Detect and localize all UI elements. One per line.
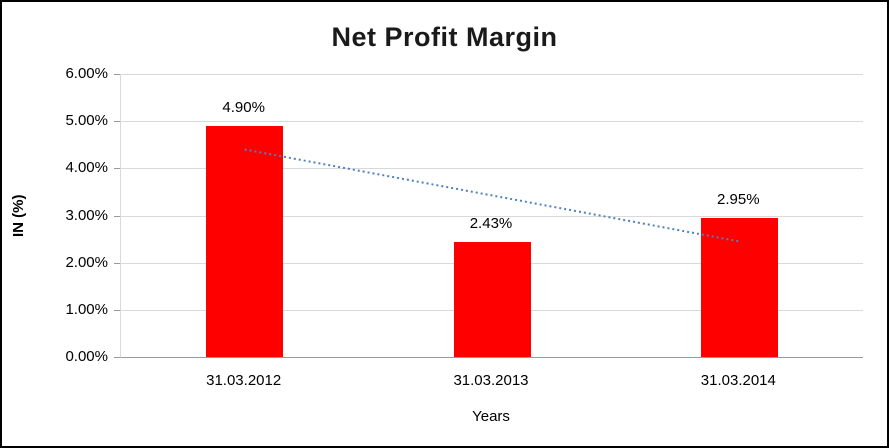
gridline [121, 168, 863, 170]
chart-title: Net Profit Margin [331, 22, 558, 52]
bar-31.03.2014 [700, 217, 778, 357]
y-axis-tick-label: 3.00% [65, 206, 108, 224]
x-axis-tick-label: 31.03.2014 [700, 372, 776, 389]
trendline [244, 148, 740, 243]
y-axis-tick-label: 2.00% [65, 253, 108, 271]
gridline [121, 215, 863, 217]
bar-value-label: 2.95% [717, 190, 760, 208]
y-axis-title: IN (%) [10, 194, 27, 237]
x-axis-tick-label: 31.03.2012 [206, 372, 282, 389]
y-axis-tick-mark [114, 309, 120, 311]
x-axis-title: Years [472, 408, 510, 425]
y-axis-tick-label: 0.00% [65, 348, 108, 365]
y-axis-tick-label: 4.00% [65, 159, 108, 177]
y-axis-tick-label: 5.00% [65, 112, 108, 130]
plot-area [120, 74, 863, 358]
gridline [121, 74, 863, 75]
y-axis-tick-mark [114, 262, 120, 264]
x-axis-tick-label: 31.03.2013 [453, 372, 529, 389]
y-axis-tick-label: 6.00% [65, 65, 108, 82]
bar-31.03.2013 [453, 242, 531, 357]
bar-value-label: 4.90% [222, 98, 265, 116]
y-axis-tick-label: 1.00% [65, 300, 108, 318]
y-axis-tick-mark [114, 215, 120, 217]
y-axis-tick-mark [114, 74, 120, 75]
y-axis-tick-mark [114, 357, 120, 358]
bar-31.03.2012 [206, 125, 284, 357]
bar-value-label: 2.43% [469, 215, 513, 233]
y-axis-tick-mark [114, 121, 120, 123]
gridline [121, 121, 863, 123]
y-axis-tick-mark [114, 168, 120, 170]
